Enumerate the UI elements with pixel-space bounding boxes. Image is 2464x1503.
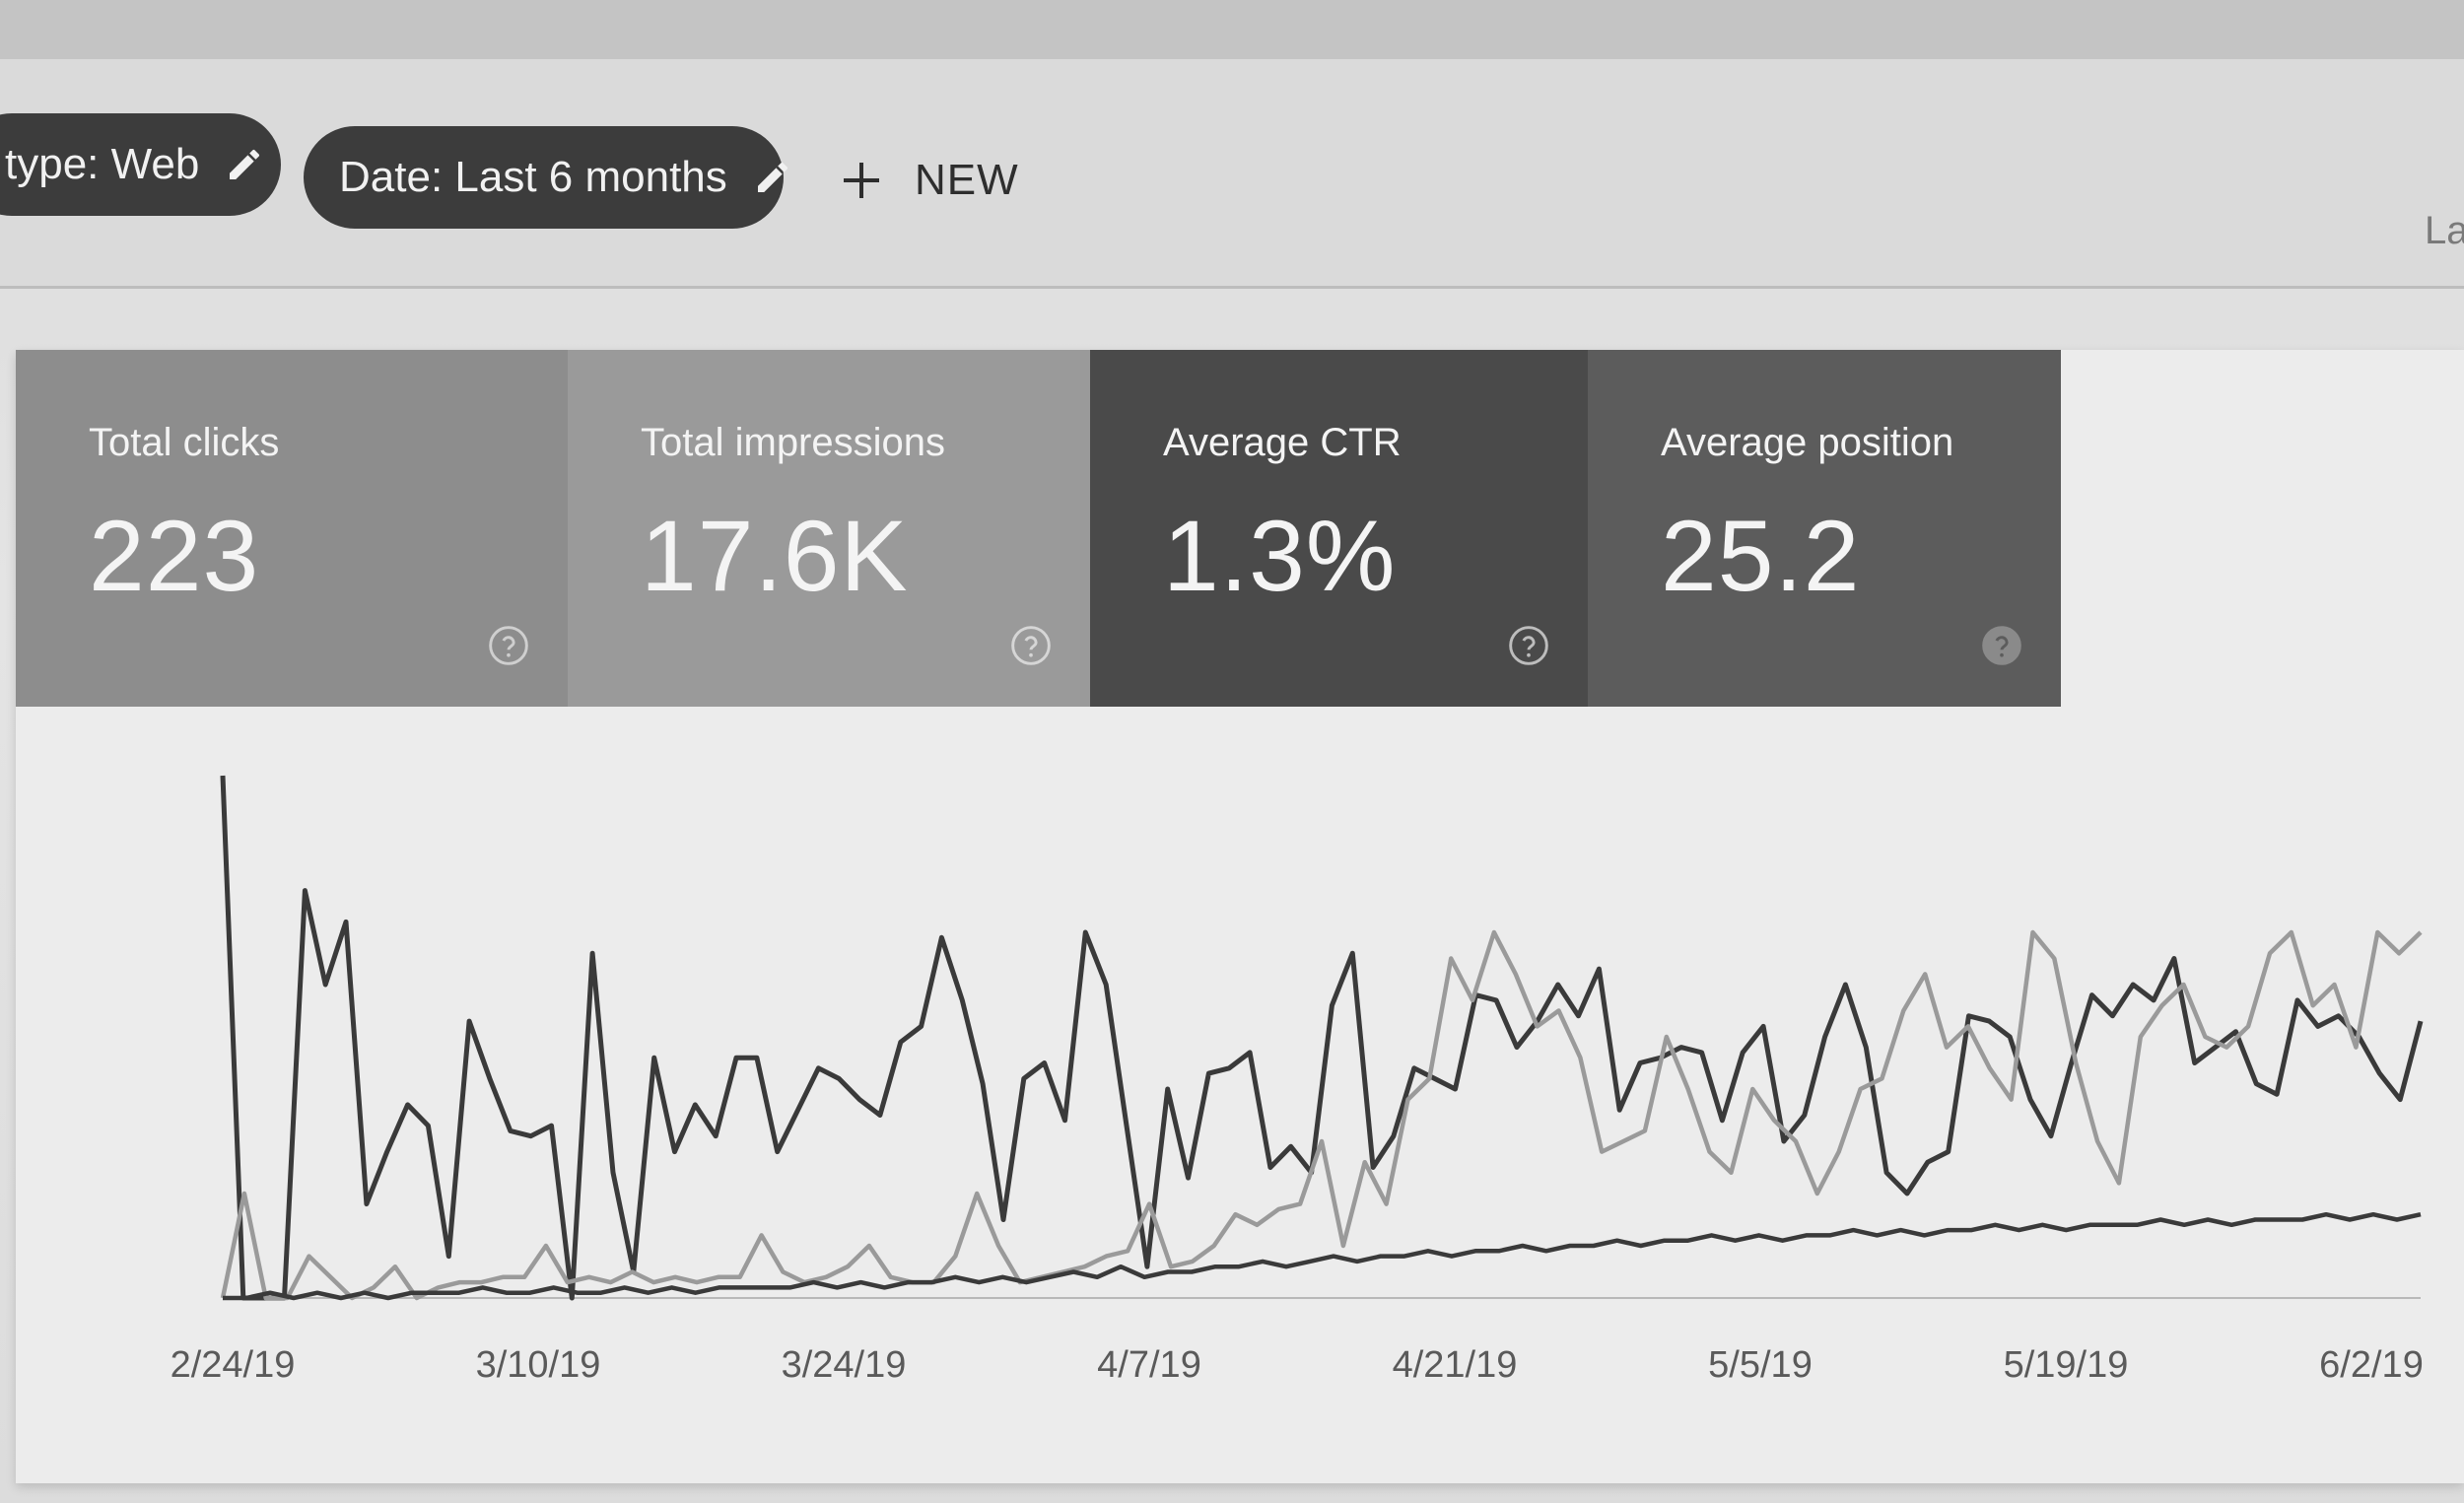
x-tick-label: 5/5/19: [1708, 1344, 1813, 1386]
x-tick-label: 5/19/19: [2004, 1344, 2129, 1386]
pencil-icon[interactable]: [225, 145, 264, 184]
plus-icon: [838, 157, 885, 204]
x-tick-label: 6/2/19: [2319, 1344, 2424, 1386]
x-tick-label: 2/24/19: [171, 1344, 296, 1386]
performance-chart: 2/24/19 3/10/19 3/24/19 4/7/19 4/21/19 5/5/19…: [16, 707, 2464, 1456]
x-tick-label: 3/10/19: [476, 1344, 601, 1386]
top-strip: [0, 0, 2464, 59]
metric-label: Average position: [1661, 421, 1954, 464]
new-filter-button[interactable]: NEW: [838, 156, 1019, 205]
new-filter-label: NEW: [915, 156, 1019, 204]
help-circle-icon[interactable]: [1507, 624, 1550, 667]
x-tick-label: 4/7/19: [1097, 1344, 1201, 1386]
last-updated-text: La: [2425, 209, 2464, 252]
metric-label: Total impressions: [641, 421, 946, 464]
search-type-filter-chip[interactable]: type: Web: [0, 113, 281, 216]
series-line-2: [220, 929, 2423, 1301]
metric-label: Total clicks: [89, 421, 280, 464]
help-circle-icon[interactable]: [487, 624, 530, 667]
metric-card-average-position[interactable]: Average position 25.2: [1588, 350, 2061, 707]
date-filter-label: Date: Last 6 months: [339, 153, 727, 201]
metric-card-average-ctr[interactable]: Average CTR 1.3%: [1090, 350, 1588, 707]
x-tick-label: 3/24/19: [782, 1344, 907, 1386]
metric-value: 25.2: [1661, 500, 1861, 612]
help-circle-icon[interactable]: [1980, 624, 2023, 667]
pencil-icon[interactable]: [753, 158, 792, 197]
x-tick-label: 4/21/19: [1393, 1344, 1518, 1386]
metric-value: 223: [89, 500, 260, 612]
metric-value: 1.3%: [1163, 500, 1397, 612]
series-line-3: [223, 1211, 2422, 1301]
metric-cards: Total clicks 223 Total impressions 17.6K…: [16, 350, 2061, 707]
search-type-filter-label: type: Web: [5, 140, 200, 188]
metric-card-total-clicks[interactable]: Total clicks 223: [16, 350, 568, 707]
series-line-1: [220, 775, 2424, 1301]
metric-card-total-impressions[interactable]: Total impressions 17.6K: [568, 350, 1090, 707]
line-chart-svg: 2/24/19 3/10/19 3/24/19 4/7/19 4/21/19 5/5/19…: [171, 775, 2424, 1386]
help-circle-icon[interactable]: [1009, 624, 1053, 667]
date-filter-chip[interactable]: Date: Last 6 months: [304, 126, 787, 229]
metric-value: 17.6K: [641, 500, 909, 612]
metric-label: Average CTR: [1163, 421, 1402, 464]
